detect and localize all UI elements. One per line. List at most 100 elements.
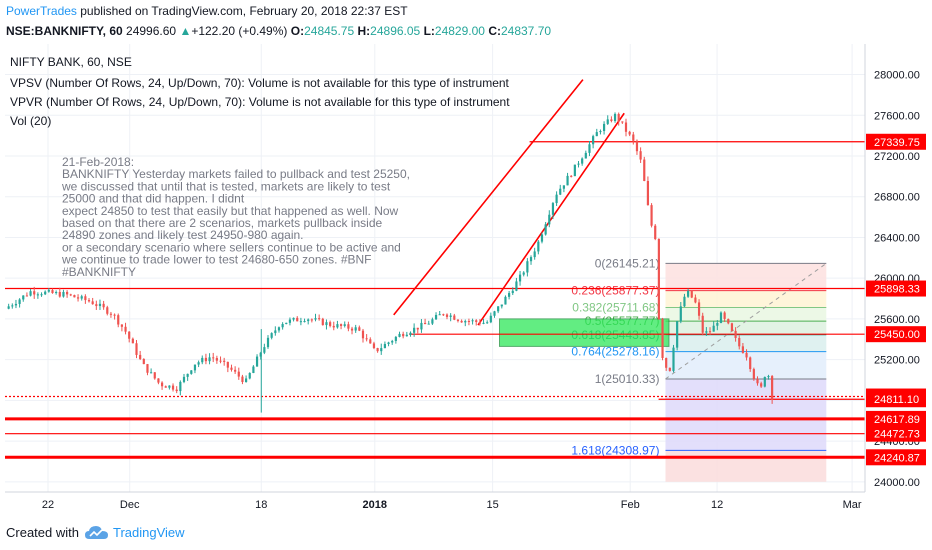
candle-body: [128, 331, 131, 339]
tradingview-cloud-icon[interactable]: [84, 524, 110, 542]
price-level-tag: [866, 391, 926, 408]
candle-body: [602, 123, 606, 132]
price-tick-label: 26800.00: [874, 192, 920, 204]
candle-body: [478, 321, 481, 324]
candle-body: [347, 324, 350, 329]
demand-zone[interactable]: [499, 318, 670, 347]
candle-body: [124, 326, 127, 332]
candle-body: [171, 385, 175, 390]
footer: Created with TradingView: [0, 516, 932, 550]
candle-body: [281, 324, 284, 328]
candle-body: [511, 290, 514, 294]
candle-body: [471, 320, 474, 322]
candle-body: [690, 291, 693, 298]
horizontal-levels[interactable]: [5, 141, 865, 459]
candle-body: [66, 291, 69, 295]
tradingview-brand[interactable]: TradingView: [113, 525, 185, 540]
price-level-tag: [866, 425, 926, 442]
fib-label: 0.382(25711.68): [572, 301, 659, 315]
candle-body: [51, 290, 54, 294]
candle-body: [237, 371, 240, 377]
demand-zone-rect: [499, 318, 670, 347]
candle-body: [266, 337, 270, 348]
fibonacci-retracement[interactable]: 0(26145.21) 0.236(25877.37) 0.382(25711.68…: [571, 256, 827, 482]
fib-diagonal: [665, 262, 827, 380]
fib-band: [665, 378, 827, 451]
candle-body: [106, 307, 109, 314]
candle-body: [445, 314, 449, 317]
publish-text: published on TradingView.com, February 2…: [76, 4, 408, 18]
annotation-text[interactable]: 21-Feb-2018:BANKNIFTY Yesterday markets …: [61, 155, 410, 279]
candle-body: [438, 314, 441, 316]
candle-body: [40, 294, 43, 296]
candle-body: [431, 319, 434, 324]
price-level-tag-label: 25898.33: [874, 284, 920, 296]
candle-body: [555, 194, 558, 204]
chart-frame[interactable]: 0(26145.21) 0.236(25877.37) 0.382(25711.68…: [0, 44, 932, 516]
channel-line: [477, 112, 625, 326]
candle-body: [358, 327, 361, 331]
candle-body: [515, 281, 518, 291]
time-axis[interactable]: 22 Dec 18 2018 15 Feb 12 Mar: [5, 491, 865, 511]
candle-body: [197, 362, 200, 365]
candle-body: [537, 241, 540, 252]
candle-body: [643, 159, 646, 181]
candle-body: [493, 311, 496, 316]
price-tick-label: 27600.00: [874, 110, 920, 122]
candle-body: [402, 333, 405, 337]
symbol-label: NSE:BANKNIFTY, 60: [6, 24, 123, 38]
price-level-tag-label: 24617.89: [874, 414, 920, 426]
candle-body: [683, 296, 686, 307]
candle-body: [405, 334, 408, 337]
price-tick-label: 27200.00: [874, 151, 920, 163]
candle-body: [314, 318, 317, 320]
annotation-line: or a secondary scenario where sellers co…: [62, 240, 401, 254]
candle-body: [559, 188, 562, 195]
candle-body: [548, 214, 551, 225]
candle-body: [592, 136, 595, 145]
candle-body: [621, 121, 624, 123]
candle-body: [771, 376, 774, 400]
candle-body: [529, 257, 533, 262]
price-axis[interactable]: 24000.0024400.0024800.0025200.0025600.00…: [864, 44, 926, 492]
candle-body: [372, 343, 376, 349]
candle-body: [87, 300, 91, 302]
change-arrow: ▲: [179, 24, 192, 38]
price-level-tag: [866, 280, 926, 297]
candle-body: [540, 234, 544, 242]
candle-body: [697, 302, 701, 316]
candle-body: [274, 330, 277, 334]
candle-body: [113, 314, 116, 316]
price-tick-label: 28000.00: [874, 70, 920, 82]
candle-body: [157, 378, 160, 383]
author-link[interactable]: PowerTrades: [6, 4, 77, 18]
trend-channel[interactable]: [393, 79, 625, 326]
candle-body: [354, 327, 357, 331]
annotation-line: #BANKNIFTY: [62, 265, 136, 279]
candle-body: [464, 320, 467, 323]
candle-body: [606, 119, 609, 124]
candle-body: [646, 180, 650, 206]
candle-body: [741, 346, 744, 353]
candle-body: [365, 338, 368, 340]
candle-body: [712, 325, 715, 332]
price-level-tag-label: 25450.00: [874, 329, 920, 341]
price-level-tag-label: 24472.73: [874, 429, 920, 441]
legend-vol: Vol (20): [10, 114, 51, 128]
candle-body: [76, 297, 80, 299]
candle-body: [299, 321, 302, 323]
price-chart[interactable]: 0(26145.21) 0.236(25877.37) 0.382(25711.68…: [0, 44, 932, 516]
candle-body: [255, 356, 259, 367]
candle-body: [394, 336, 397, 341]
candle-body: [182, 376, 186, 382]
price-level-tag-label: 24240.87: [874, 452, 920, 464]
candle-body: [460, 320, 463, 323]
candle-body: [303, 321, 306, 323]
candle-body: [11, 305, 14, 307]
candle-body: [687, 291, 690, 297]
candle-body: [423, 322, 427, 325]
time-tick-label: Mar: [843, 499, 862, 511]
candle-body: [259, 352, 262, 357]
candle-body: [288, 319, 292, 323]
candle-body: [595, 132, 598, 137]
